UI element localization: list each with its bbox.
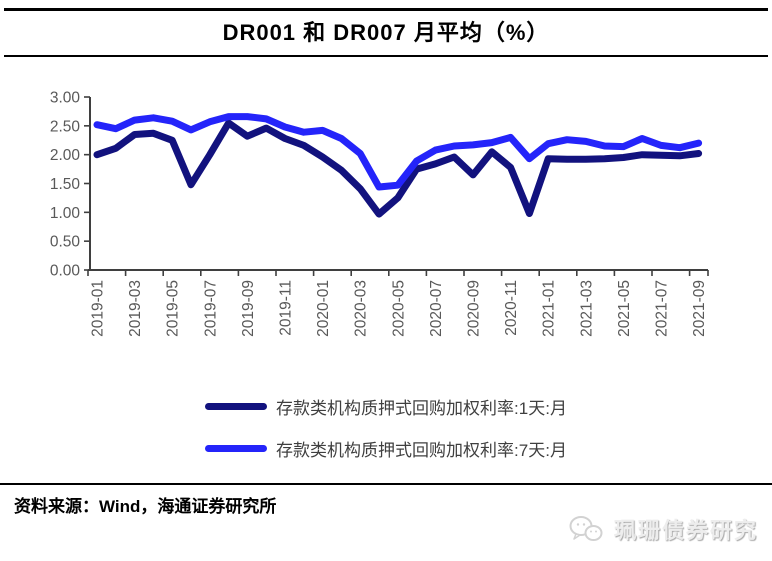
- x-tick-label: 2020-11: [503, 280, 520, 336]
- dr001-line: [93, 119, 703, 218]
- x-tick-label: 2021-07: [654, 280, 671, 337]
- title-divider-rule: [4, 55, 768, 57]
- legend-label-dr001: 存款类机构质押式回购加权利率:1天:月: [276, 399, 567, 418]
- footer-divider-rule: [0, 483, 772, 485]
- x-tick-label: 2020-09: [466, 280, 483, 337]
- dr001-line-swatch: [205, 403, 268, 410]
- x-tick-label: 2021-09: [691, 280, 708, 337]
- y-tick-label: 0.50: [50, 234, 81, 251]
- line-chart-canvas: 3.00 2.50 2.00 1.50 1.00 0.50 0.00 2019-01 2019-…: [50, 90, 709, 337]
- dr007-line-swatch: [205, 445, 268, 452]
- x-tick-label: 2020-01: [315, 280, 332, 337]
- legend-label-dr007: 存款类机构质押式回购加权利率:7天:月: [276, 441, 567, 460]
- x-tick-label: 2019-03: [127, 280, 144, 337]
- y-tick-label: 2.00: [50, 147, 81, 164]
- x-tick-label: 2021-01: [541, 280, 558, 337]
- dr007-line: [93, 113, 703, 191]
- y-tick-label: 0.00: [50, 263, 81, 280]
- x-tick-label: 2019-09: [240, 280, 257, 337]
- x-tick-label: 2019-07: [202, 280, 219, 337]
- chart-title: DR001 和 DR007 月平均（%）: [222, 20, 550, 45]
- x-tick-label: 2020-07: [428, 280, 445, 337]
- legend-item-dr001: 存款类机构质押式回购加权利率:1天:月: [205, 394, 567, 419]
- y-tick-label: 3.00: [50, 90, 81, 107]
- x-tick-label: 2020-03: [353, 280, 370, 337]
- x-tick-label: 2019-01: [90, 280, 107, 337]
- brand-watermark-text: 珮珊债券研究: [613, 518, 758, 543]
- top-border-rule: [4, 8, 768, 11]
- brand-watermark: 珮珊债券研究: [568, 513, 758, 545]
- legend-item-dr007: 存款类机构质押式回购加权利率:7天:月: [205, 436, 567, 461]
- source-note: 资料来源：Wind，海通证券研究所: [14, 497, 277, 516]
- x-tick-label: 2019-05: [165, 280, 182, 337]
- y-tick-label: 2.50: [50, 118, 81, 135]
- y-tick-label: 1.00: [50, 205, 81, 222]
- x-tick-label: 2020-05: [390, 280, 407, 337]
- y-tick-label: 1.50: [50, 176, 81, 193]
- wechat-icon: [569, 516, 603, 541]
- chart-legend: 存款类机构质押式回购加权利率:1天:月 存款类机构质押式回购加权利率:7天:月: [0, 394, 772, 461]
- x-tick-label: 2021-05: [616, 280, 633, 337]
- x-tick-label: 2021-03: [578, 280, 595, 337]
- x-tick-label: 2019-11: [278, 280, 295, 336]
